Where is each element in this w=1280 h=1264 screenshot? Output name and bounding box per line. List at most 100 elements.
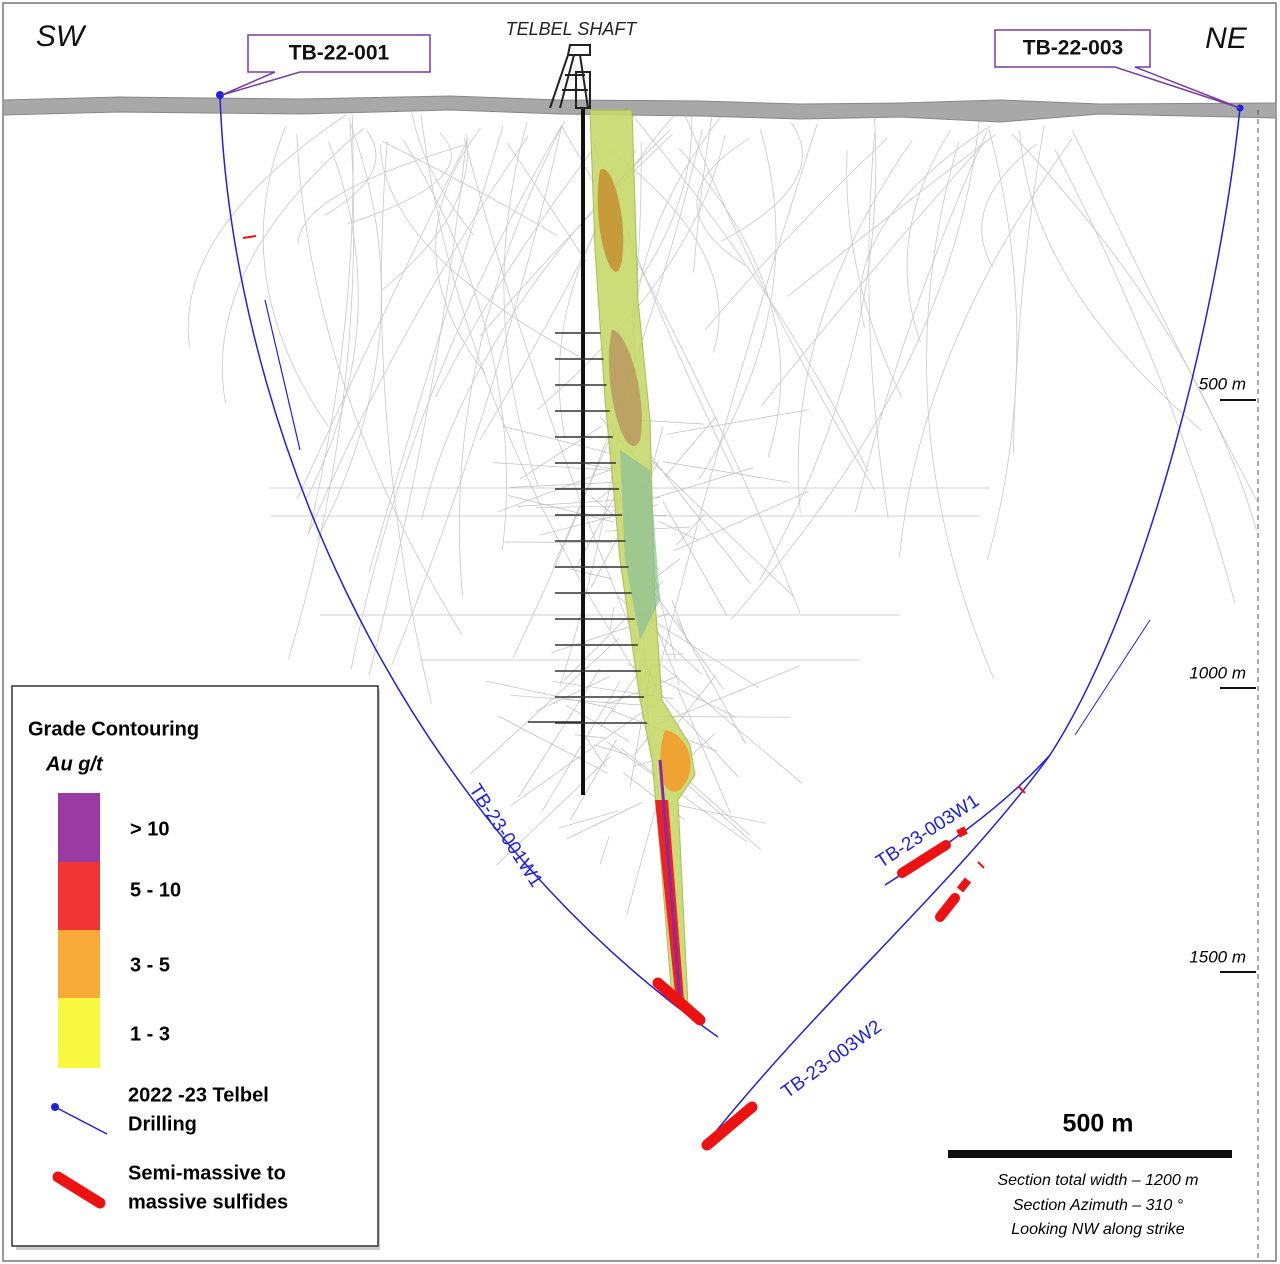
- scale-label: 500 m: [1063, 1110, 1134, 1138]
- drill-trace: [647, 452, 751, 584]
- grade-swatch: [58, 930, 100, 998]
- drill-trace: [704, 137, 888, 331]
- sulfide-interval: [1017, 785, 1026, 794]
- collar-label: TB-22-003: [1023, 37, 1123, 60]
- drill-trace: [493, 462, 627, 472]
- drill-trace: [1012, 124, 1045, 453]
- drill-trace: [693, 114, 713, 273]
- drill-trace: [906, 129, 952, 343]
- drill-trace: [222, 127, 365, 404]
- corner-label: SW: [36, 20, 87, 53]
- drill-trace: [981, 143, 1038, 268]
- sulfide-intervals: [242, 235, 1026, 1151]
- scale-note: Section total width – 1200 m: [997, 1172, 1198, 1189]
- drill-trace: [797, 140, 913, 514]
- grade-swatch: [58, 793, 100, 862]
- collar: [216, 91, 224, 99]
- drill-trace: [626, 800, 659, 916]
- scale-bar: [948, 1150, 1232, 1158]
- drill-trace: [463, 137, 658, 692]
- drill-trace: [503, 121, 539, 487]
- depth-scale: 500 m 1000 m 1500 m: [1189, 374, 1256, 973]
- drilling-symbol: [54, 1106, 108, 1135]
- drill-trace: [316, 124, 382, 540]
- orebody-high-grade: [660, 730, 691, 792]
- drill-trace: [288, 117, 355, 659]
- corner-label: NE: [1205, 22, 1248, 55]
- drill-trace: [671, 600, 689, 644]
- depth-label: 1500 m: [1189, 947, 1246, 966]
- drill-trace: [381, 133, 468, 291]
- drill-trace: [566, 801, 643, 840]
- drill-trace: [580, 729, 606, 768]
- drill-trace: [761, 140, 987, 406]
- collar-label: TB-22-001: [289, 42, 390, 65]
- orebody-very-high-grade: [658, 759, 682, 1001]
- sulfide-interval: [701, 1101, 758, 1151]
- drill-trace: [262, 126, 329, 428]
- drill-hole: [704, 754, 1051, 1146]
- drill-trace: [435, 144, 597, 398]
- drill-trace: [381, 140, 558, 236]
- drill-trace: [485, 680, 615, 709]
- orebody-zone: [620, 450, 660, 640]
- drill-trace: [306, 141, 359, 499]
- depth-label: 1000 m: [1189, 663, 1246, 682]
- drill-trace: [899, 138, 1073, 557]
- orebody-medium-grade: [597, 168, 624, 272]
- legend-label: Semi-massive to: [128, 1162, 286, 1184]
- drill-trace: [662, 461, 790, 483]
- drill-trace: [510, 708, 648, 807]
- drill-trace: [635, 113, 693, 286]
- drill-trace: [569, 739, 618, 821]
- drill-trace: [698, 129, 777, 480]
- grade-label: 3 - 5: [130, 954, 170, 976]
- drill-trace: [502, 425, 629, 458]
- drill-trace: [296, 138, 469, 500]
- drill-trace: [435, 127, 486, 374]
- drill-trace: [558, 810, 619, 829]
- drill-hole: [219, 94, 719, 1038]
- drill-trace: [1019, 129, 1202, 431]
- drilling-symbol: [51, 1103, 59, 1111]
- drill-trace: [665, 653, 684, 656]
- drill-trace: [479, 134, 673, 337]
- drill-trace: [987, 128, 1018, 561]
- drill-trace: [411, 111, 474, 236]
- grade-label: 5 - 10: [130, 879, 181, 901]
- sulfide-interval: [652, 977, 706, 1026]
- shaft-label: TELBEL SHAFT: [506, 19, 639, 39]
- drill-trace: [656, 689, 739, 778]
- sulfide-symbol: [52, 1171, 106, 1209]
- sulfide-interval: [977, 861, 985, 869]
- drill-trace: [1072, 130, 1259, 505]
- depth-label: 500 m: [1199, 374, 1246, 393]
- legend-title: Grade Contouring: [28, 718, 199, 740]
- legend-unit: Au g/t: [45, 753, 104, 775]
- drill-trace: [657, 520, 699, 541]
- drill-trace: [541, 681, 621, 812]
- drill-trace: [296, 133, 463, 636]
- drill-trace: [420, 113, 641, 680]
- mine-levels: [528, 332, 648, 724]
- drill-trace: [307, 113, 354, 535]
- drill-trace: [620, 747, 656, 775]
- drill-trace: [720, 122, 803, 242]
- drill-trace: [504, 541, 613, 543]
- drill-trace: [730, 118, 980, 620]
- drill-trace: [496, 755, 611, 866]
- drill-trace: [665, 416, 717, 477]
- drill-trace: [641, 612, 759, 688]
- drill-trace: [569, 568, 612, 580]
- drill-trace: [391, 124, 563, 666]
- drill-trace: [379, 143, 579, 357]
- ground-surface: [2, 95, 1277, 123]
- sulfide-interval: [935, 893, 960, 922]
- drill-trace: [1011, 133, 1258, 532]
- sulfide-interval: [242, 235, 257, 239]
- drill-trace: [860, 125, 991, 328]
- drill-trace: [558, 113, 676, 439]
- sulfide-interval: [956, 877, 972, 893]
